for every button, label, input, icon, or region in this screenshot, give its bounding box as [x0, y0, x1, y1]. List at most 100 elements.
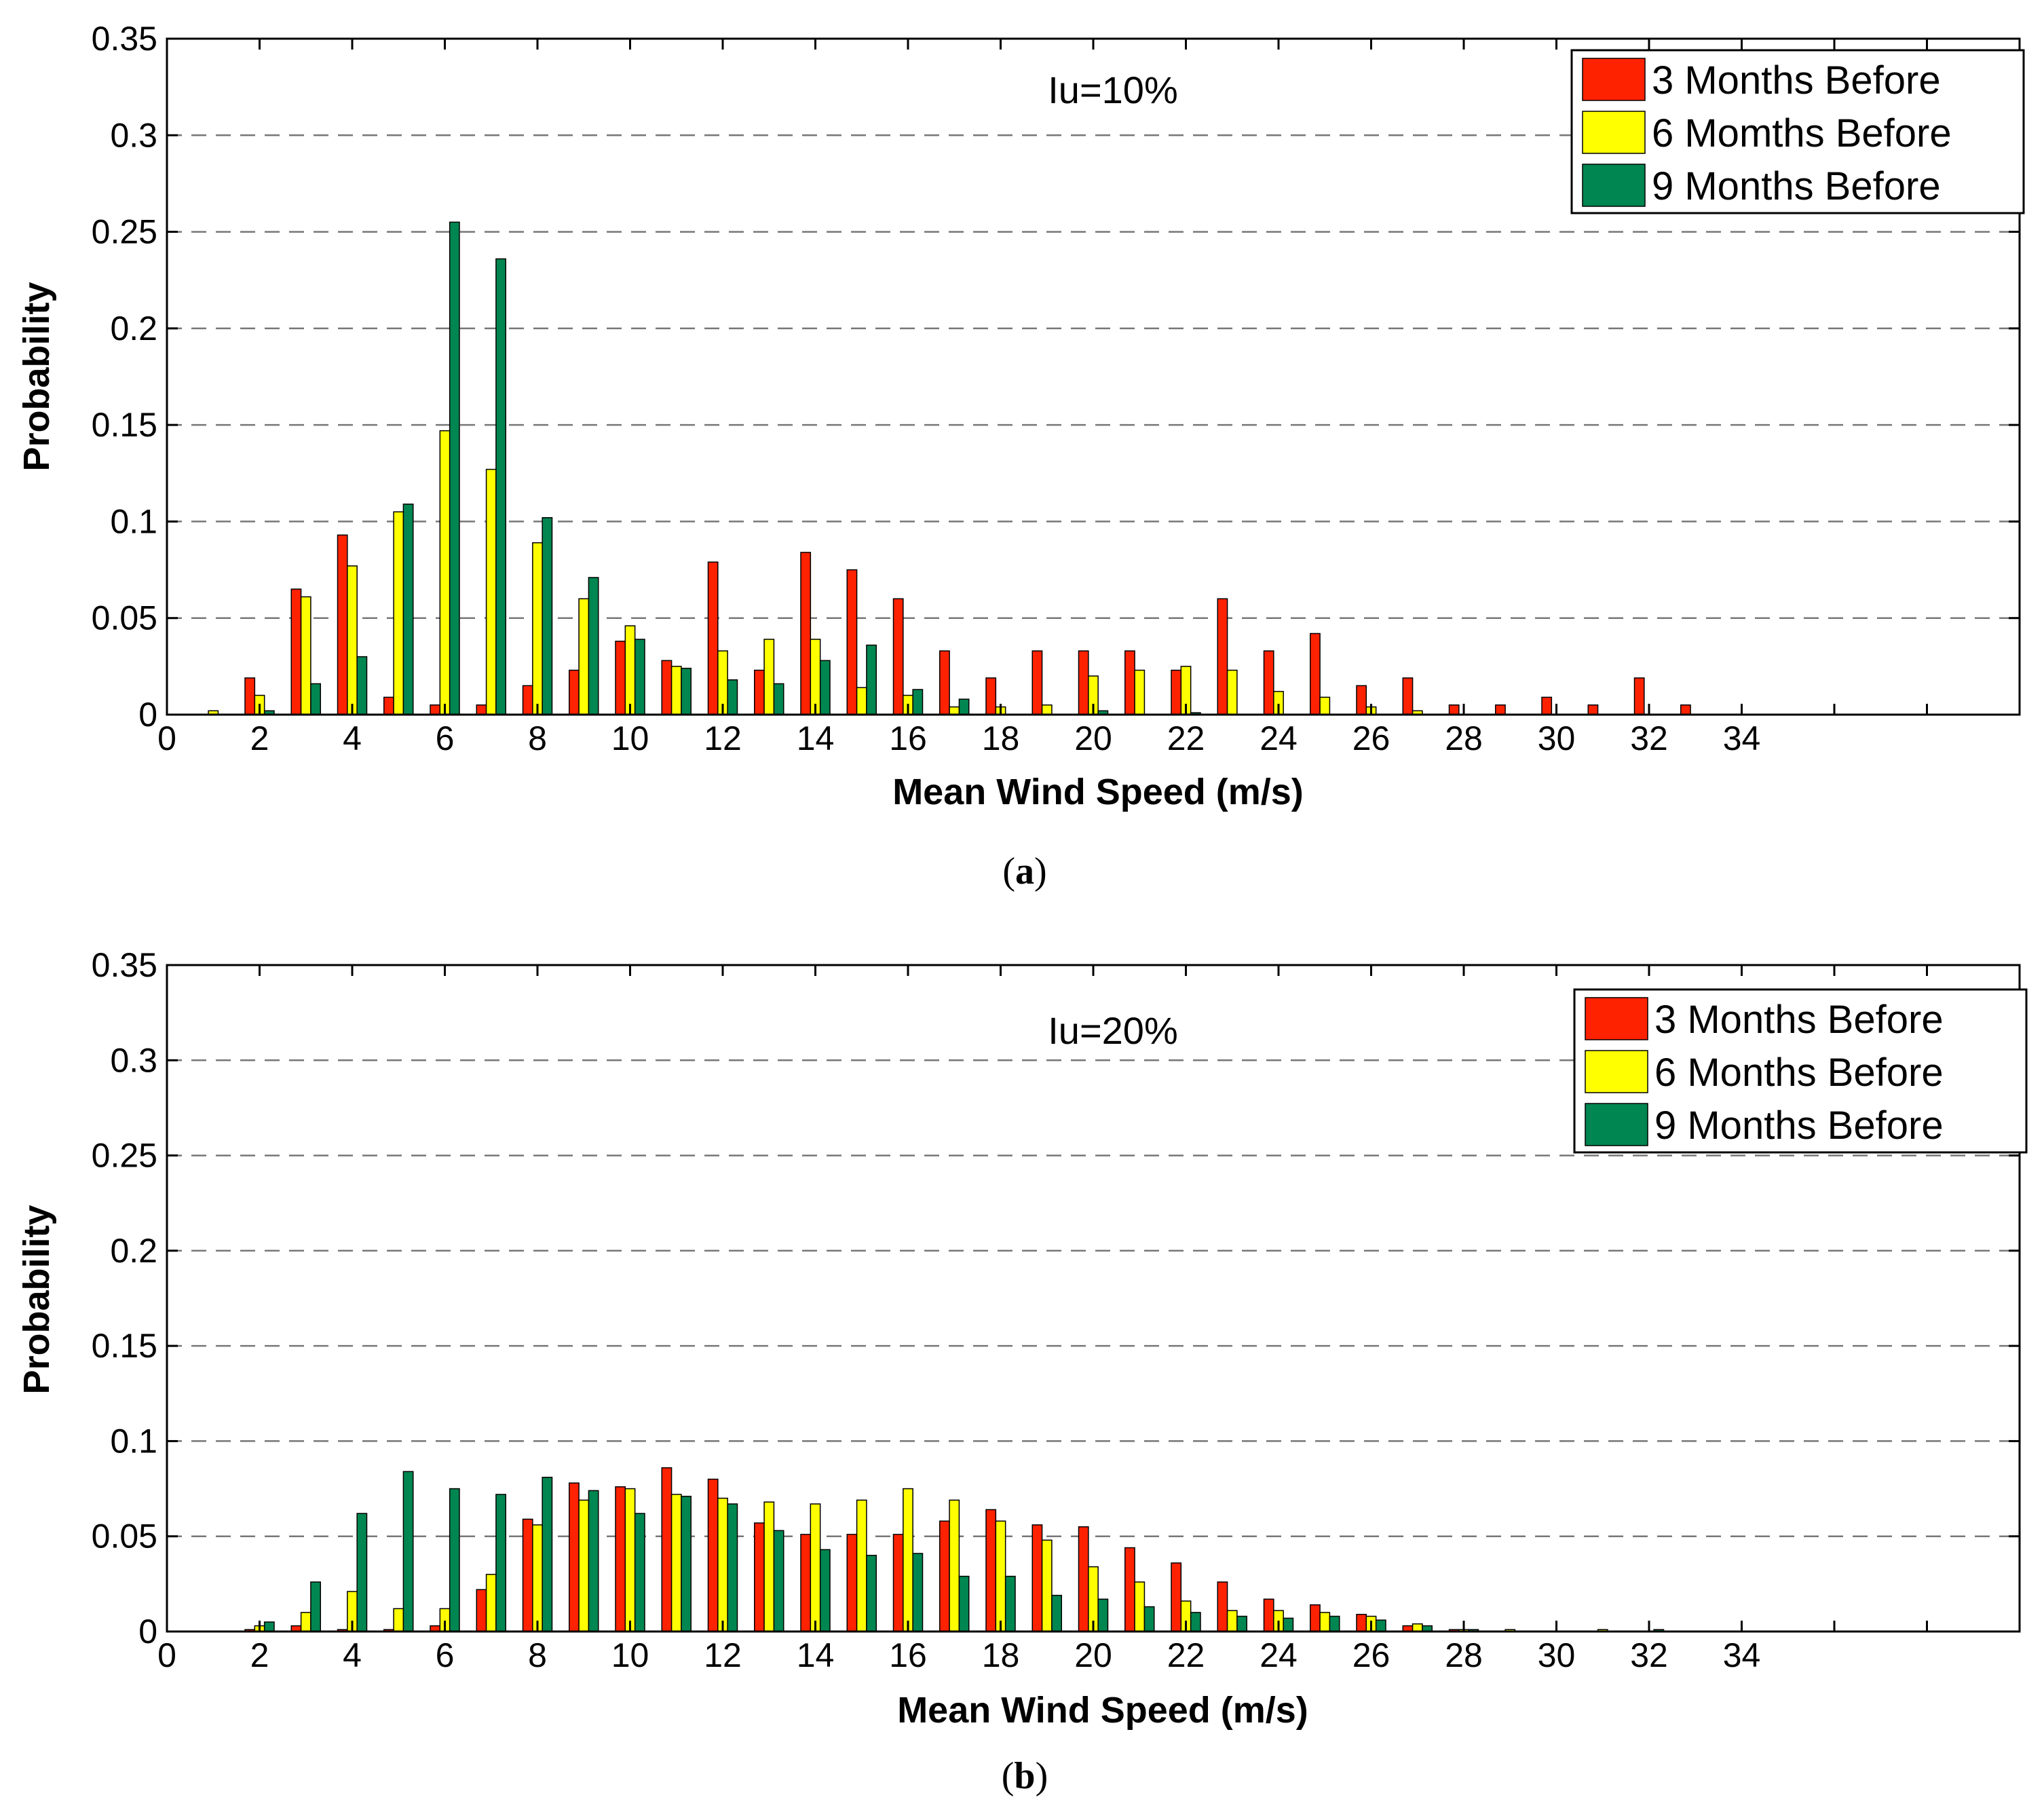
bar-b-s1-x9 — [578, 1499, 590, 1632]
bar-b-s2-x20 — [1097, 1598, 1109, 1632]
legend-swatch-a-1 — [1582, 111, 1646, 154]
bar-a-s2-x16 — [912, 689, 924, 715]
bar-a-s2-x15 — [866, 644, 877, 715]
bar-a-s0-x27 — [1402, 677, 1414, 715]
y-tick-label-a-3: 0.15 — [92, 406, 157, 444]
bar-a-s2-x5 — [402, 504, 414, 715]
x-tick-label-b-9: 18 — [982, 1636, 1020, 1674]
bar-a-s1-x19 — [1041, 704, 1053, 715]
bar-a-s1-x14 — [810, 639, 821, 715]
bar-a-s2-x11 — [681, 667, 692, 715]
bar-a-s0-x21 — [1124, 650, 1135, 715]
bar-b-s1-x13 — [763, 1501, 775, 1632]
x-tick-label-b-16: 32 — [1630, 1636, 1668, 1674]
bar-b-s1-x14 — [810, 1503, 821, 1632]
x-tick-label-a-6: 12 — [704, 719, 742, 757]
annotation-iu-10: Iu=10% — [1048, 69, 1178, 111]
bar-b-s2-x13 — [773, 1530, 784, 1632]
bar-a-s0-x11 — [661, 660, 673, 715]
bar-b-s0-x8 — [522, 1518, 533, 1632]
bar-b-s2-x14 — [819, 1549, 831, 1632]
bar-a-s0-x14 — [800, 552, 812, 715]
bar-a-s0-x17 — [939, 650, 950, 715]
bar-a-s0-x24 — [1263, 650, 1274, 715]
x-tick-label-b-6: 12 — [704, 1636, 742, 1674]
y-axis-label-b: Probability — [16, 1205, 57, 1394]
bar-b-s0-x11 — [661, 1467, 673, 1632]
x-tick-label-b-14: 28 — [1445, 1636, 1483, 1674]
y-tick-label-a-0: 0 — [138, 696, 157, 734]
bar-b-s1-x25 — [1319, 1612, 1331, 1632]
legend-swatch-b-2 — [1585, 1103, 1648, 1146]
bar-b-s2-x15 — [866, 1555, 877, 1632]
bar-a-s0-x5 — [383, 696, 394, 715]
legend-swatch-a-2 — [1582, 164, 1646, 207]
bar-b-s2-x22 — [1190, 1612, 1201, 1632]
x-tick-label-a-14: 28 — [1445, 719, 1483, 757]
bar-a-s1-x23 — [1226, 669, 1238, 715]
x-tick-label-b-0: 0 — [157, 1636, 176, 1674]
bar-b-s1-x5 — [393, 1608, 404, 1632]
x-tick-label-b-12: 24 — [1260, 1636, 1298, 1674]
bar-b-s2-x10 — [634, 1513, 645, 1632]
bar-a-s0-x20 — [1078, 650, 1089, 715]
bar-b-s1-x27 — [1412, 1623, 1423, 1632]
bar-b-s0-x13 — [754, 1522, 765, 1632]
bar-b-s2-x7 — [495, 1494, 506, 1632]
legend-label-b-0: 3 Months Before — [1654, 998, 1944, 1042]
bar-b-s0-x17 — [939, 1520, 950, 1632]
bar-a-s0-x9 — [569, 669, 580, 715]
bar-a-s1-x6 — [439, 430, 451, 715]
bar-b-s1-x3 — [300, 1612, 311, 1632]
bar-b-s2-x25 — [1329, 1615, 1340, 1632]
x-tick-label-a-11: 22 — [1167, 719, 1205, 757]
annotation-iu-20: Iu=20% — [1048, 1009, 1178, 1052]
bar-a-s1-x13 — [763, 639, 775, 715]
x-tick-label-b-17: 34 — [1723, 1636, 1761, 1674]
x-tick-label-a-17: 34 — [1723, 719, 1761, 757]
legend-b: 3 Months Before 6 Months Before 9 Months B… — [1573, 988, 2028, 1154]
y-tick-label-b-1: 0.05 — [92, 1517, 157, 1556]
x-tick-label-a-5: 10 — [611, 719, 649, 757]
x-tick-label-b-5: 10 — [611, 1636, 649, 1674]
bar-b-s1-x12 — [717, 1497, 728, 1632]
bar-a-s0-x6 — [430, 704, 441, 715]
chart-panel-a: 00.050.10.150.20.250.30.350 2 4 6 8 10 12 14 16 1… — [16, 20, 2025, 892]
bar-b-s2-x23 — [1236, 1615, 1247, 1632]
y-tick-label-b-5: 0.25 — [92, 1137, 157, 1175]
legend-swatch-a-0 — [1582, 58, 1646, 101]
bar-b-s2-x21 — [1143, 1606, 1155, 1632]
bar-a-s1-x21 — [1134, 669, 1146, 715]
legend-label-b-2: 9 Months Before — [1654, 1104, 1944, 1148]
bar-a-s2-x10 — [634, 639, 645, 715]
bar-a-s0-x33 — [1680, 704, 1691, 715]
bar-b-s2-x3 — [310, 1581, 321, 1632]
x-tick-label-b-4: 8 — [528, 1636, 547, 1674]
legend-label-a-0: 3 Months Before — [1652, 58, 1941, 102]
bar-b-s0-x22 — [1171, 1562, 1182, 1632]
bar-b-s2-x18 — [1004, 1575, 1016, 1632]
bar-b-s1-x15 — [856, 1499, 867, 1632]
bar-b-s2-x24 — [1283, 1617, 1294, 1632]
bar-a-s0-x10 — [615, 641, 626, 715]
x-tick-label-a-15: 30 — [1538, 719, 1576, 757]
x-tick-label-b-15: 30 — [1538, 1636, 1576, 1674]
bar-a-s0-x3 — [290, 588, 302, 715]
x-tick-label-a-10: 20 — [1074, 719, 1112, 757]
bar-b-s1-x18 — [995, 1520, 1006, 1632]
bar-b-s2-x2 — [263, 1621, 275, 1632]
bar-b-s2-x8 — [542, 1476, 553, 1632]
x-tick-label-b-8: 16 — [889, 1636, 927, 1674]
bar-b-s1-x7 — [485, 1574, 497, 1632]
legend-swatch-b-1 — [1585, 1050, 1648, 1093]
bar-b-s0-x10 — [615, 1486, 626, 1632]
y-tick-label-b-3: 0.15 — [92, 1327, 157, 1365]
bar-a-s0-x16 — [892, 598, 904, 715]
legend-label-a-1: 6 Momths Before — [1652, 111, 1952, 155]
bar-b-s1-x19 — [1041, 1539, 1053, 1632]
bar-b-s0-x23 — [1217, 1581, 1228, 1632]
bar-a-s1-x10 — [624, 625, 636, 715]
panel-caption-a: (a) — [1002, 850, 1046, 892]
y-tick-label-a-4: 0.2 — [110, 309, 157, 347]
bar-b-s2-x6 — [449, 1488, 460, 1632]
